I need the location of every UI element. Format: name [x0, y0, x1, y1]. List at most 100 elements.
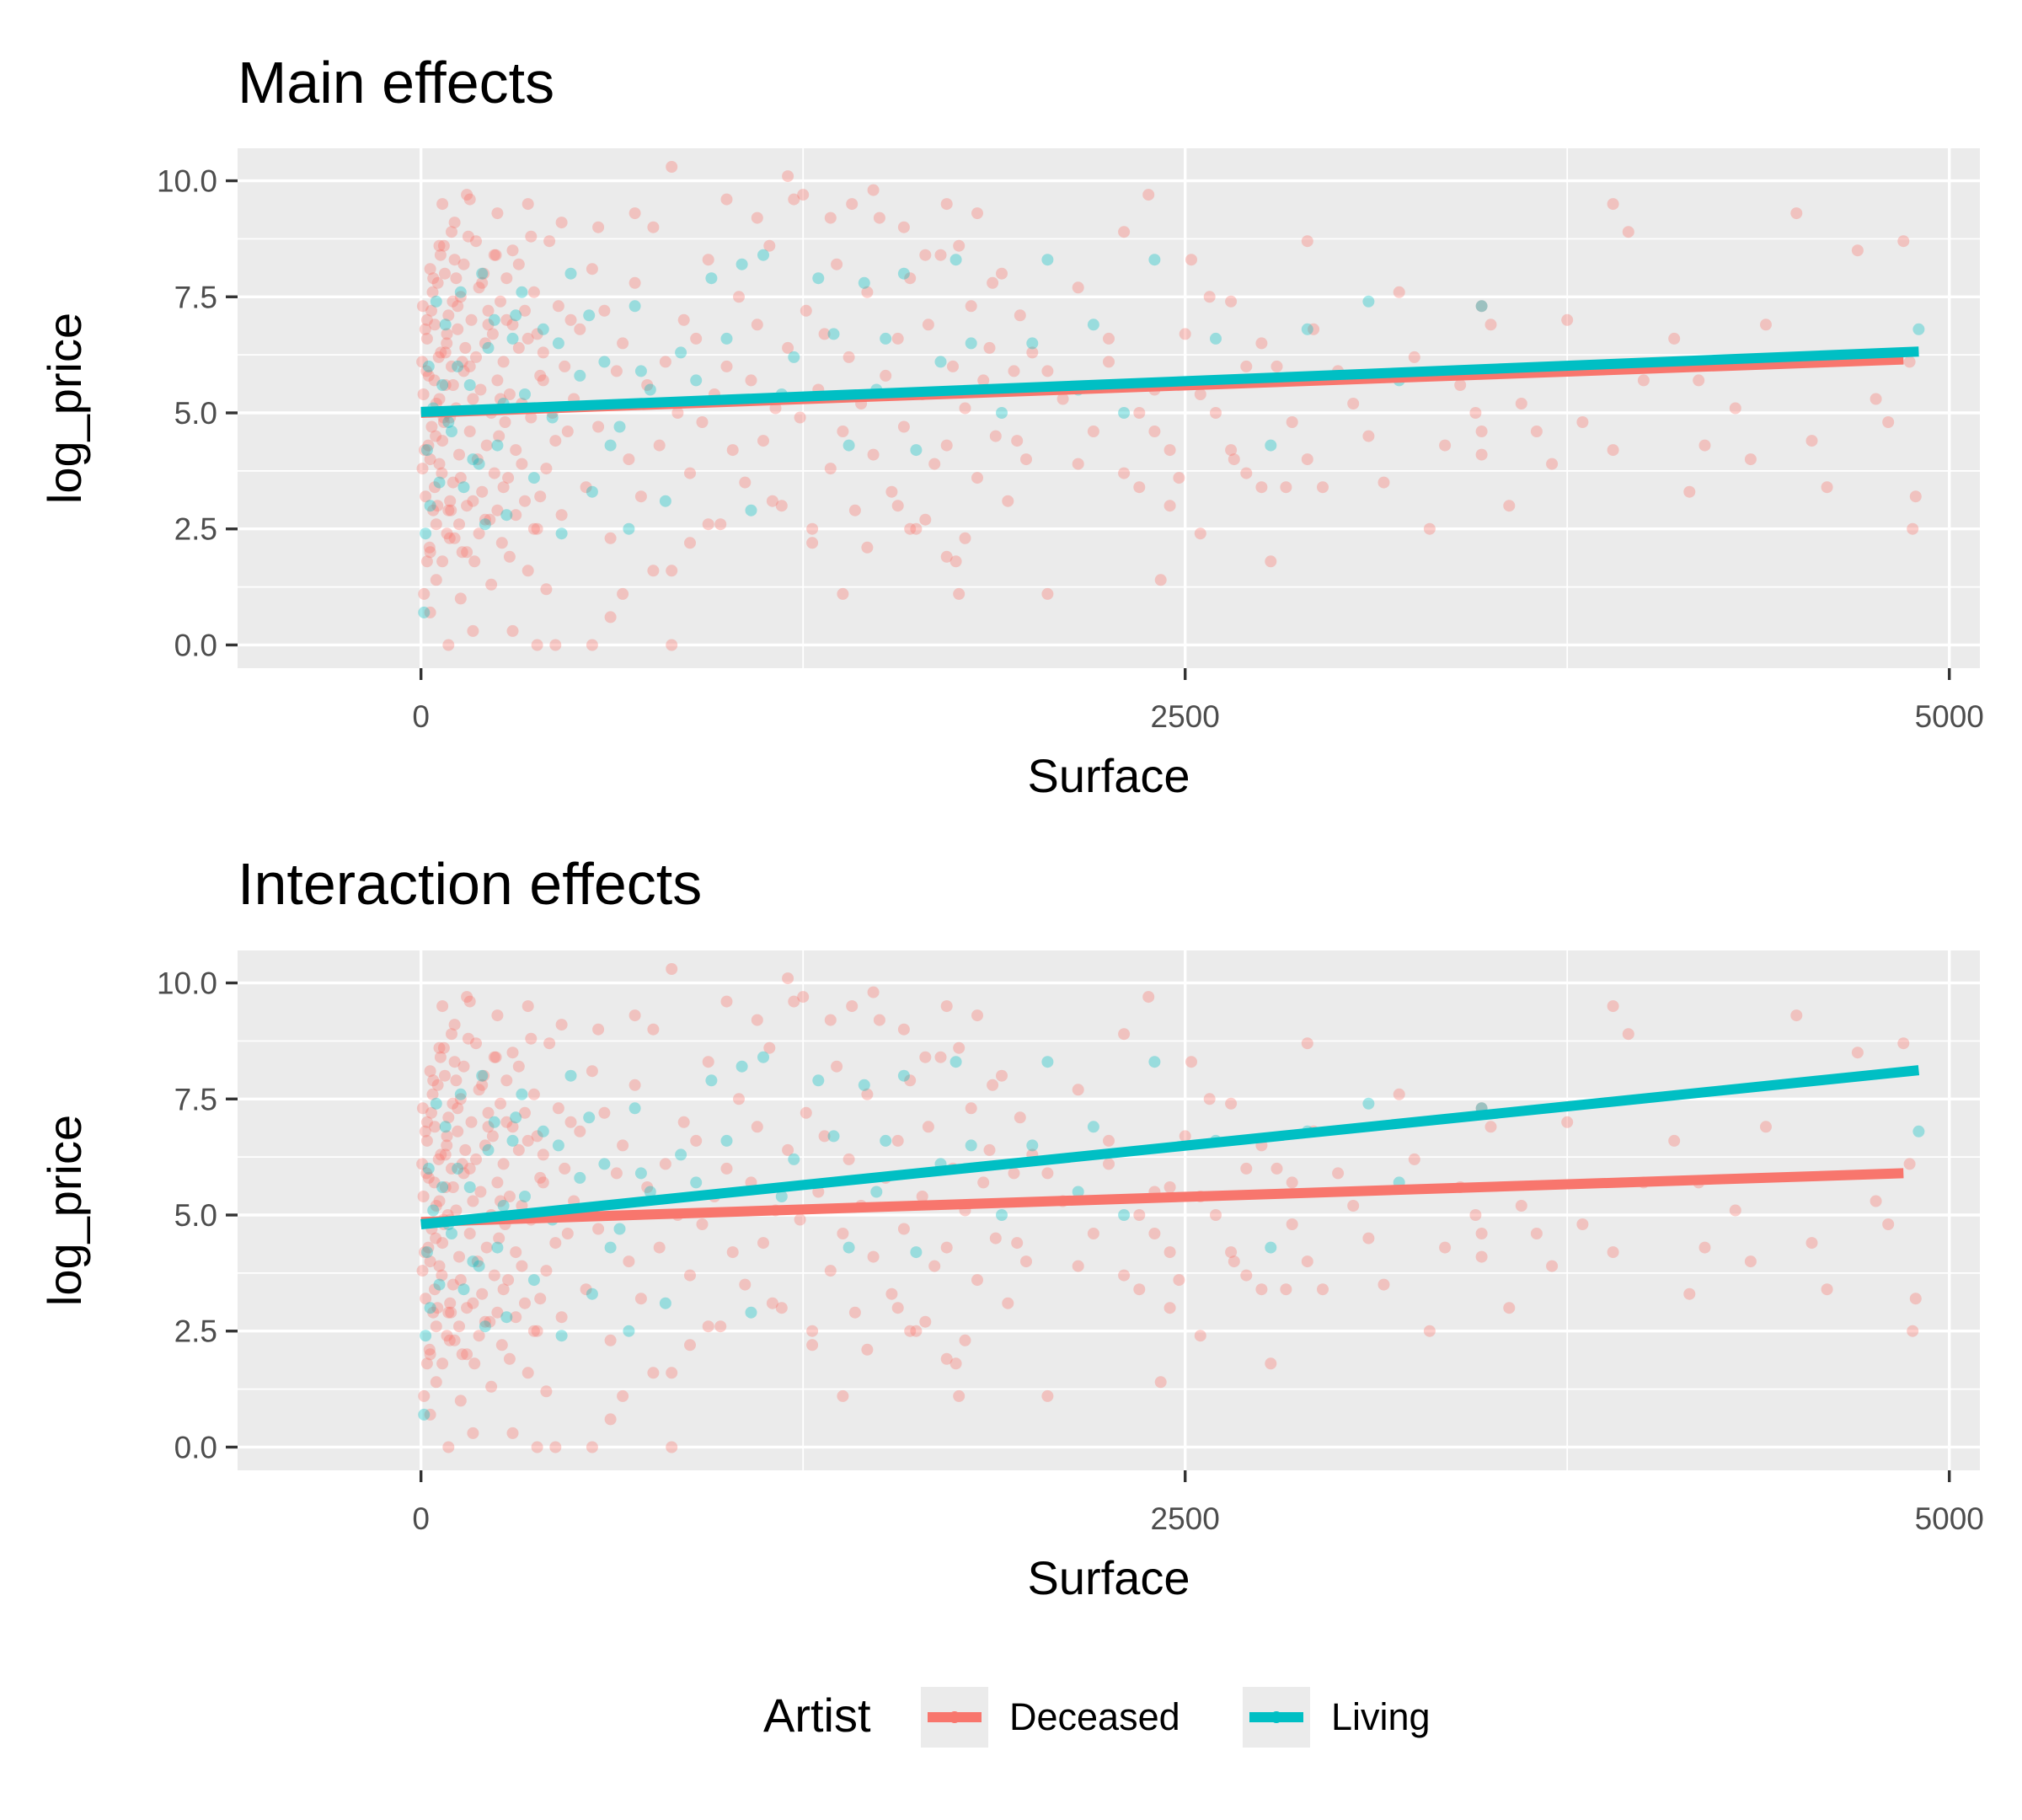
point-deceased: [491, 504, 504, 517]
point-deceased: [586, 1065, 598, 1078]
point-deceased: [1576, 1218, 1589, 1230]
point-deceased: [751, 318, 763, 331]
point-living: [1912, 323, 1925, 335]
point-deceased: [506, 244, 519, 257]
point-deceased: [702, 1320, 714, 1333]
point-deceased: [433, 1195, 446, 1207]
point-living: [446, 426, 457, 437]
point-deceased: [537, 346, 549, 359]
point-deceased: [1265, 555, 1277, 568]
point-deceased: [419, 1246, 431, 1259]
point-deceased: [671, 407, 684, 419]
point-deceased: [417, 1191, 430, 1202]
point-living: [476, 267, 489, 280]
point-deceased: [751, 1121, 763, 1133]
point-living: [555, 527, 568, 540]
point-deceased: [1729, 1204, 1741, 1217]
point-deceased: [1225, 1246, 1238, 1259]
point-deceased: [450, 1204, 463, 1217]
point-deceased: [1103, 1134, 1115, 1147]
point-deceased: [1041, 1167, 1054, 1180]
point-deceased: [461, 500, 473, 512]
point-living: [510, 309, 522, 322]
point-deceased: [1163, 444, 1176, 457]
point-deceased: [482, 1106, 495, 1119]
point-deceased: [522, 1000, 534, 1013]
point-deceased: [1475, 1250, 1488, 1263]
point-deceased: [891, 1302, 904, 1314]
point-deceased: [1469, 1209, 1482, 1221]
point-deceased: [1026, 346, 1039, 359]
point-living: [555, 1330, 568, 1342]
point-living: [827, 1130, 840, 1143]
point-deceased: [467, 1297, 479, 1309]
point-deceased: [463, 1228, 476, 1239]
point-deceased: [800, 1106, 812, 1119]
point-deceased: [1576, 416, 1589, 428]
point-deceased: [430, 1232, 442, 1245]
point-deceased: [947, 360, 959, 372]
point-deceased: [666, 639, 678, 651]
point-deceased: [1133, 407, 1146, 419]
point-deceased: [1185, 254, 1197, 266]
y-tick-label: 2.5: [174, 1314, 217, 1349]
point-deceased: [442, 1111, 455, 1124]
point-deceased: [443, 532, 456, 544]
point-deceased: [971, 1274, 983, 1287]
point-deceased: [457, 258, 470, 270]
point-deceased: [848, 504, 861, 517]
point-deceased: [423, 541, 436, 554]
point-deceased: [531, 639, 543, 651]
point-deceased: [430, 1376, 442, 1389]
point-deceased: [436, 467, 448, 479]
point-living: [644, 1186, 656, 1198]
point-deceased: [1087, 1228, 1099, 1239]
point-deceased: [433, 458, 446, 470]
point-deceased: [446, 226, 457, 238]
point-deceased: [1072, 281, 1084, 294]
point-deceased: [499, 416, 511, 428]
point-living: [500, 1311, 513, 1324]
point-deceased: [848, 1306, 861, 1319]
point-deceased: [493, 1232, 506, 1245]
y-tick-label: 5.0: [174, 396, 217, 431]
point-deceased: [1133, 481, 1146, 494]
point-deceased: [527, 1088, 540, 1100]
fit-line-living: [420, 346, 1919, 417]
point-deceased: [1148, 426, 1161, 437]
point-deceased: [454, 1274, 467, 1287]
point-deceased: [1408, 1153, 1420, 1165]
point-deceased: [470, 235, 482, 248]
point-living: [519, 1191, 531, 1202]
point-deceased: [1744, 453, 1757, 466]
point-deceased: [897, 221, 910, 233]
point-deceased: [580, 1283, 592, 1296]
point-deceased: [677, 313, 690, 326]
point-deceased: [1308, 323, 1320, 335]
point-living: [910, 444, 923, 457]
x-tick-label: 2500: [1151, 699, 1220, 734]
point-deceased: [522, 1367, 534, 1379]
point-deceased: [897, 420, 910, 433]
point-deceased: [448, 254, 461, 266]
point-deceased: [940, 198, 953, 211]
point-deceased: [1301, 235, 1313, 248]
point-deceased: [1870, 393, 1882, 405]
point-deceased: [1683, 485, 1696, 498]
point-deceased: [510, 509, 522, 522]
point-deceased: [659, 356, 671, 368]
point-deceased: [1072, 458, 1084, 470]
point-deceased: [552, 300, 564, 313]
y-tick-label: 10.0: [157, 966, 217, 1001]
point-deceased: [495, 295, 506, 308]
point-living: [463, 1181, 476, 1193]
point-living: [1265, 1241, 1277, 1254]
point-living: [910, 1246, 923, 1259]
point-deceased: [592, 1023, 605, 1036]
point-deceased: [824, 1265, 837, 1277]
point-living: [757, 249, 769, 261]
point-deceased: [1882, 416, 1895, 428]
point-living: [510, 1111, 522, 1124]
point-deceased: [598, 304, 611, 317]
